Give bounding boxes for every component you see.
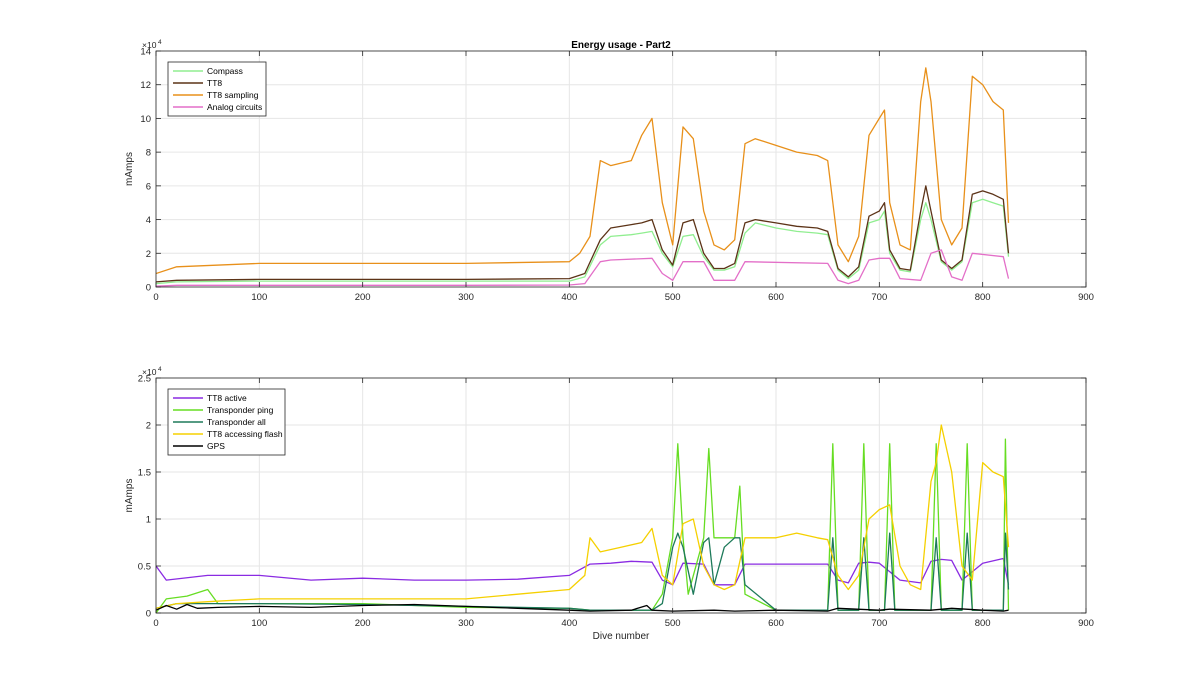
x-axis-label: Dive number [593,631,650,642]
x-tick-label: 300 [458,618,474,629]
y-exponent-power: 4 [158,39,162,46]
y-tick-label: 2 [146,249,151,260]
x-tick-label: 600 [768,618,784,629]
y-tick-label: 0.5 [138,562,151,573]
x-tick-label: 700 [871,292,887,303]
y-tick-label: 1 [146,515,151,526]
y-tick-label: 10 [140,114,151,125]
x-tick-label: 500 [665,618,681,629]
x-tick-label: 800 [975,292,991,303]
x-tick-label: 100 [251,292,267,303]
series-line-tt8-accessing-flash [156,424,1010,609]
y-tick-label: 12 [140,80,151,91]
chart-1: 0 100 200 300 400 500 600 700 800 900 0 2 4 6 8 10 12 14×… [124,39,1094,303]
chart-2: 0 100 200 300 400 500 600 700 800 900 0 0.5 1 1.5 2 2.5… [124,366,1094,642]
legend-label: TT8 sampling [207,90,259,100]
y-tick-label: 14 [140,47,151,58]
x-tick-label: 800 [975,618,991,629]
x-tick-label: 600 [768,292,784,303]
x-tick-label: 400 [561,292,577,303]
legend-label: TT8 accessing flash [207,429,283,439]
series-line-analog-circuits [156,249,1010,287]
y-axis-label: mAmps [124,479,135,513]
x-tick-label: 200 [355,618,371,629]
axes-frame [155,50,1087,288]
plot-area [156,51,1086,287]
series-group [156,67,1010,287]
x-tick-label: 700 [871,618,887,629]
x-tick-label: 0 [153,618,158,629]
y-exponent-label: ×10 [142,367,157,377]
legend-label: Compass [207,66,243,76]
y-tick-label: 2.5 [138,374,151,385]
chart-title: Energy usage - Part2 [571,40,671,51]
legend-label: TT8 active [207,393,247,403]
y-exponent-power: 4 [158,366,162,373]
y-tick-label: 1.5 [138,468,151,479]
y-exponent-label: ×10 [142,40,157,50]
y-tick-label: 0 [146,283,151,294]
x-tick-label: 300 [458,292,474,303]
x-tick-label: 0 [153,292,158,303]
x-tick-label: 500 [665,292,681,303]
legend-label: Transponder all [207,417,266,427]
y-tick-label: 6 [146,181,151,192]
x-tick-label: 900 [1078,618,1094,629]
y-tick-label: 4 [146,215,151,226]
y-axis-label: mAmps [124,152,135,186]
x-tick-label: 400 [561,618,577,629]
series-line-tt8 [156,185,1010,283]
x-tick-label: 100 [251,618,267,629]
series-group [156,424,1010,613]
axes-frame [155,377,1087,614]
x-tick-label: 900 [1078,292,1094,303]
y-tick-label: 0 [146,609,151,620]
legend-label: TT8 [207,78,222,88]
legend-label: Transponder ping [207,405,274,415]
y-tick-label: 8 [146,148,151,159]
series-line-tt8-sampling [156,67,1010,275]
plot-area [156,378,1086,613]
y-tick-label: 2 [146,421,151,432]
legend-label: Analog circuits [207,102,262,112]
series-line-compass [156,198,1010,285]
series-line-gps [156,603,1009,612]
legend-label: GPS [207,441,225,451]
x-tick-label: 200 [355,292,371,303]
